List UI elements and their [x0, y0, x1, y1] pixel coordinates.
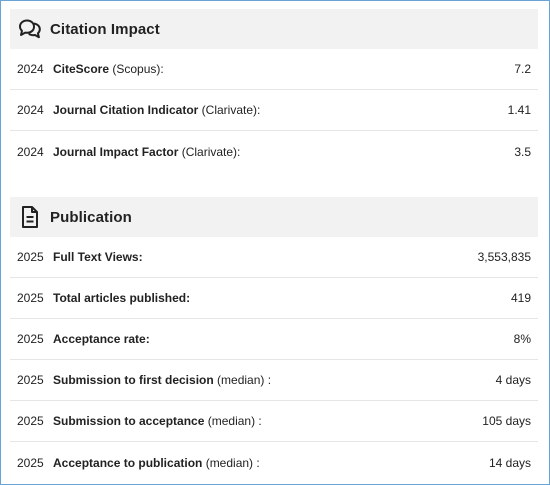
metric-label: Total articles published:: [53, 291, 191, 305]
metric-label: CiteScore (Scopus):: [53, 62, 164, 76]
section-title: Publication: [50, 208, 132, 226]
metric-row-to-publication: 2025 Acceptance to publication (median) …: [10, 442, 538, 483]
metric-label: Journal Impact Factor (Clarivate):: [53, 144, 241, 159]
metric-year: 2025: [17, 250, 44, 264]
metric-value: 8%: [513, 332, 531, 346]
metric-label: Submission to acceptance (median) :: [53, 414, 262, 428]
metric-row-total-articles: 2025 Total articles published: 419: [10, 278, 538, 319]
metric-value: 14 days: [488, 455, 531, 470]
metric-value: 105 days: [482, 414, 531, 428]
citation-impact-header: Citation Impact: [10, 9, 538, 49]
metric-year: 2025: [17, 455, 44, 470]
metric-value: 419: [510, 291, 531, 305]
metric-value: 7.2: [514, 62, 531, 76]
metric-value: 4 days: [495, 373, 531, 387]
metric-year: 2024: [17, 62, 44, 76]
metric-label: Journal Citation Indicator (Clarivate):: [53, 103, 261, 117]
metric-value: 3,553,835: [477, 250, 531, 264]
metric-row-impact-factor: 2024 Journal Impact Factor (Clarivate): …: [10, 131, 538, 172]
quote-bubbles-icon: [15, 14, 45, 44]
metric-row-full-text-views: 2025 Full Text Views: 3,553,835: [10, 237, 538, 278]
metric-label: Full Text Views:: [53, 250, 143, 264]
metric-row-acceptance-rate: 2025 Acceptance rate: 8%: [10, 319, 538, 360]
metric-row-first-decision: 2025 Submission to first decision (media…: [10, 360, 538, 401]
metric-year: 2025: [17, 332, 44, 346]
metric-year: 2025: [17, 373, 44, 387]
metric-year: 2025: [17, 414, 44, 428]
metric-year: 2024: [17, 103, 44, 117]
publication-header: Publication: [10, 197, 538, 237]
metric-row-to-acceptance: 2025 Submission to acceptance (median) :…: [10, 401, 538, 442]
section-title: Citation Impact: [50, 20, 160, 38]
metric-year: 2025: [17, 291, 44, 305]
metric-label: Submission to first decision (median) :: [53, 373, 272, 387]
document-icon: [15, 202, 45, 232]
metric-label: Acceptance rate:: [53, 332, 150, 346]
metric-label: Acceptance to publication (median) :: [53, 455, 260, 470]
metric-year: 2024: [17, 144, 44, 159]
metric-value: 1.41: [507, 103, 531, 117]
metric-row-jci: 2024 Journal Citation Indicator (Clariva…: [10, 90, 538, 131]
metric-value: 3.5: [514, 144, 531, 159]
metric-row-citescore: 2024 CiteScore (Scopus): 7.2: [10, 49, 538, 90]
